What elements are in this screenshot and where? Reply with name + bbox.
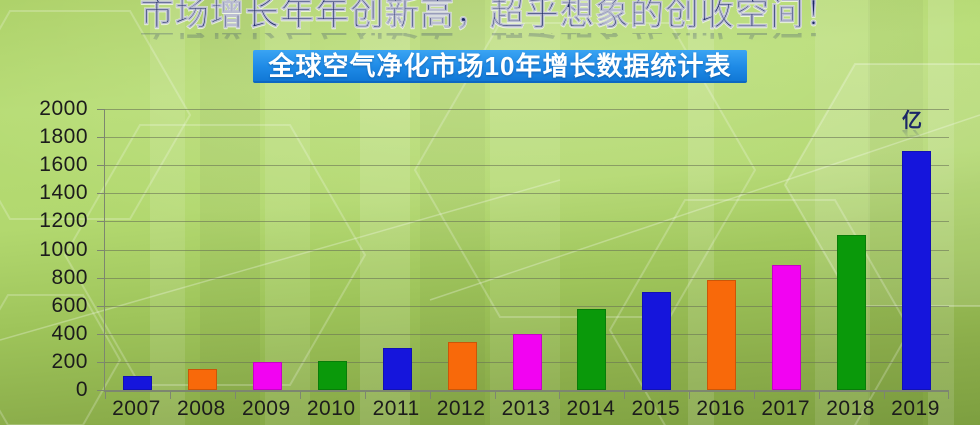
y-tick-2000 [97,109,105,110]
y-axis-label: 1800 [39,125,88,149]
x-tick-4 [364,392,366,399]
bar-2011 [382,347,412,390]
x-axis-label: 2017 [761,397,811,420]
x-tick-8 [624,392,626,399]
y-axis-label: 1600 [39,153,88,177]
x-tick-6 [494,392,496,399]
bar-2010 [317,360,347,390]
y-axis-label: 1000 [39,237,88,261]
y-axis-label: 0 [75,378,88,401]
y-axis-label: 800 [51,265,88,289]
bar-2007 [122,375,152,390]
gridline-1000 [105,249,949,251]
x-axis-label: 2012 [436,397,486,420]
gridline-800 [105,277,949,279]
x-axis-label: 2019 [891,397,940,420]
y-tick-1400 [97,193,105,195]
bar-2013 [512,333,542,390]
gridline-1400 [105,193,949,195]
x-axis-label: 2013 [501,397,551,420]
x-tick-7 [559,392,561,399]
y-axis-label: 600 [51,293,88,317]
x-tick-12 [884,392,886,399]
y-axis-label: 1400 [39,181,88,205]
plot-area [97,109,949,399]
gridline-1800 [105,137,949,139]
y-axis-label: 2000 [39,97,88,120]
y-tick-200 [97,361,105,363]
x-tick-3 [299,392,301,399]
bar-2014 [577,308,607,390]
y-axis-label: 400 [51,321,88,345]
bar-2009 [252,361,282,390]
subtitle-banner: 全球空气净化市场10年增长数据统计表 [253,50,747,83]
x-axis-label: 2009 [241,397,291,420]
y-tick-1000 [97,249,105,251]
y-axis-labels: 0 200 400 600 800 1000 1200 1400 1600 1800 2000 [0,97,96,401]
x-tick-2 [234,392,236,399]
x-axis-label: 2018 [826,397,875,420]
gridline-600 [105,305,949,307]
unit-label: 亿 [902,110,922,132]
x-tick-9 [689,392,691,399]
x-axis-labels: 2007 2008 2009 2010 2011 2012 2013 2014 2015 2016… [104,397,948,423]
bar-2012 [447,342,477,390]
bar-2016 [707,280,737,390]
x-tick-5 [429,392,431,399]
y-tick-0 [97,390,105,391]
page-title: 市场增长年年创新高，超乎想象的创收空间！ [140,0,840,33]
bar-2019 [902,151,932,390]
x-axis-label: 2008 [177,397,226,420]
y-tick-1600 [97,165,105,167]
bar-2015 [642,291,672,390]
y-tick-600 [97,305,105,307]
x-tick-13 [948,392,949,399]
x-axis-label: 2010 [306,397,356,420]
y-tick-400 [97,333,105,335]
y-tick-800 [97,277,105,279]
y-axis-label: 1200 [39,209,88,233]
x-axis-label: 2007 [112,397,161,420]
x-tick-1 [169,392,171,399]
gridline-1600 [105,165,949,167]
gridline-2000 [105,109,949,110]
x-tick-11 [819,392,821,399]
x-axis-label: 2015 [631,397,681,420]
gridline-1200 [105,221,949,223]
x-axis-label: 2016 [696,397,746,420]
x-axis-label: 2014 [566,397,616,420]
x-axis-label: 2011 [372,397,420,420]
y-tick-1200 [97,221,105,223]
bar-2018 [837,235,867,390]
x-tick-0 [105,392,106,399]
y-tick-1800 [97,137,105,139]
bar-2008 [187,368,217,390]
y-axis-label: 200 [51,349,88,373]
x-tick-10 [754,392,756,399]
bar-2017 [772,264,802,390]
